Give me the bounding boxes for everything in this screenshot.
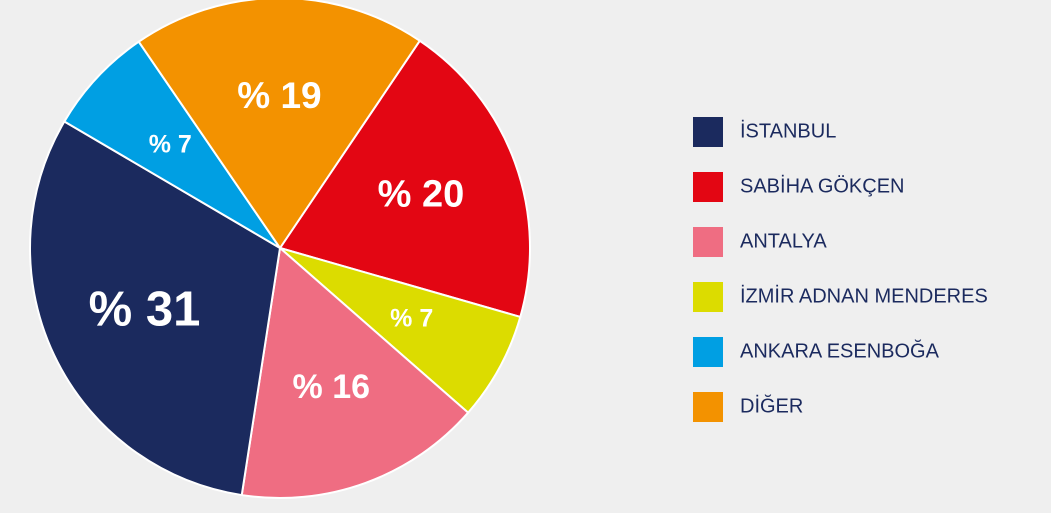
legend-label: DİĞER: [740, 394, 803, 417]
legend-label: ANKARA ESENBOĞA: [740, 339, 940, 362]
pie-slice: [278, 39, 531, 319]
pie-slice: [137, 0, 422, 250]
slice-label: % 19: [237, 75, 321, 116]
legend-swatch: [693, 172, 723, 202]
legend-swatch: [693, 392, 723, 422]
legend-label: SABİHA GÖKÇEN: [740, 174, 905, 197]
pie-slice: [240, 246, 470, 499]
pie-slice: [279, 247, 522, 415]
legend-swatch: [693, 117, 723, 147]
slice-label: % 7: [149, 130, 192, 158]
slice-label: % 16: [293, 368, 371, 406]
slice-label: % 31: [89, 282, 201, 336]
legend-label: İSTANBUL: [740, 119, 836, 142]
legend-label: ANTALYA: [740, 230, 827, 252]
legend-swatch: [693, 282, 723, 312]
legend-swatch: [693, 337, 723, 367]
pie-slice: [63, 40, 281, 249]
legend-label: İZMİR ADNAN MENDERES: [740, 284, 988, 307]
slice-label: % 7: [390, 304, 433, 332]
legend-swatch: [693, 227, 723, 257]
slice-label: % 20: [378, 174, 465, 216]
pie-slice: [29, 120, 282, 497]
